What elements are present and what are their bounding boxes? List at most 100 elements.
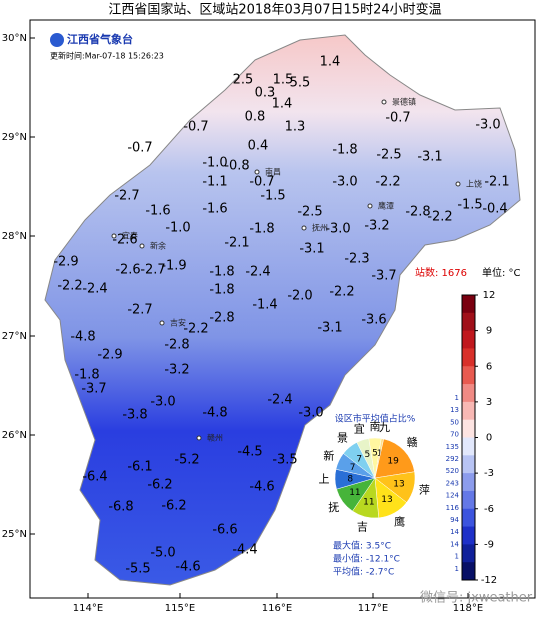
pie-value: 5 [372,449,378,459]
station-value: -1.1 [202,175,227,190]
station-value: 5.5 [290,76,311,91]
pie-wedge [356,438,376,479]
colorbar-label: 3 [486,397,492,408]
colorbar-cell [462,295,475,314]
station-value: -4.5 [237,445,262,460]
colorbar-cell [462,419,475,438]
lon-label: 118°E [453,603,483,614]
station-value: -3.2 [364,219,389,234]
colorbar-cell [462,348,475,367]
city-dot [455,181,461,187]
pie-category: 南 [370,420,381,433]
pie-value: 13 [393,480,404,490]
watermark: 微信号: jxweather [420,591,533,606]
lon-label: 114°E [73,603,103,614]
station-value: -0.4 [482,202,507,217]
city-dot [381,99,387,105]
city-dot [254,169,260,175]
station-value: -3.1 [317,321,342,336]
colorbar-cell [462,490,475,510]
station-value: -0.7 [385,111,410,126]
colorbar-cell [462,455,475,474]
station-value: -2.8 [209,311,234,326]
city-label: 抚州 [312,223,328,233]
city-dot [196,435,202,441]
lat-label: 27°N [2,331,27,342]
station-value: -3.5 [272,453,297,468]
station-value: -2.6 [112,233,137,248]
city-label: 赣州 [207,433,223,443]
station-value: -3.1 [417,150,442,165]
station-value: -3.6 [361,313,386,328]
station-value: -3.0 [475,118,500,133]
station-value: -3.0 [150,395,175,410]
station-value: -4.8 [202,406,227,421]
colorbar-cell [462,312,475,332]
pie-value: 8 [347,474,353,484]
station-value: -2.4 [245,265,270,280]
colorbar-label: -3 [484,468,494,479]
station-value: -3.7 [81,382,106,397]
station-value: -2.6 [115,263,140,278]
station-value: 0.4 [248,139,269,154]
station-value: -0.7 [183,120,208,135]
city-label: 鹰潭 [378,201,394,211]
pie-wedge [374,438,415,479]
station-value: -3.7 [371,269,396,284]
colorbar-cell [462,366,475,385]
station-value: -3.0 [325,222,350,237]
station-value: -2.5 [297,205,322,220]
station-value: -2.2 [57,279,82,294]
province-shape [44,34,521,586]
station-value: -5.0 [150,546,175,561]
count-label: 1 [455,394,459,402]
city-dot [111,233,117,239]
station-count: 站数: 1676 [415,266,467,279]
pie-category: 鹰 [394,515,405,529]
station-value: -1.8 [332,143,357,158]
lat-label: 25°N [2,529,27,540]
station-value: -1.6 [202,202,227,217]
lon-label: 115°E [165,603,195,614]
lon-label: 116°E [262,603,292,614]
station-value: -2.5 [376,148,401,163]
colorbar-label: -9 [484,539,494,550]
city-label: 宜春 [122,231,138,241]
station-value: -2.9 [53,255,78,270]
station-value: -3.1 [299,242,324,257]
city-label: 景德镇 [392,97,416,107]
station-value: -2.3 [344,252,369,267]
station-value: -2.2 [427,210,452,225]
station-value: 1.5 [273,73,294,88]
pie-category: 上 [319,473,330,486]
station-value: -2.8 [164,338,189,353]
city-dot [159,320,165,326]
station-value: -2.2 [183,322,208,337]
station-value: 1.4 [272,97,293,112]
lat-label: 29°N [2,132,27,143]
station-value: 0.3 [255,86,276,101]
colorbar-cell [462,330,475,349]
station-value: -5.2 [174,453,199,468]
pie-title: 设区市平均值占比% [335,413,416,425]
colorbar-cell [462,437,475,456]
station-value: -2.7 [114,189,139,204]
pie-category: 抚 [328,500,339,514]
colorbar-cell [462,384,475,403]
colorbar-label: 6 [486,361,492,372]
pie-value: 7 [356,454,362,464]
lon-label: 117°E [358,603,388,614]
station-value: -1.5 [260,189,285,204]
station-value: -3.2 [164,363,189,378]
count-label: 1 [455,565,459,573]
station-value: -1.8 [74,368,99,383]
station-value: -3.8 [122,408,147,423]
station-value: -2.0 [287,289,312,304]
city-label: 南昌 [265,167,281,177]
station-value: 2.5 [233,73,254,88]
station-value: -6.6 [212,523,237,538]
station-value: 1.3 [285,120,306,135]
count-label: 243 [446,479,459,487]
station-value: -1.8 [249,222,274,237]
unit: 单位: °C [482,266,521,279]
